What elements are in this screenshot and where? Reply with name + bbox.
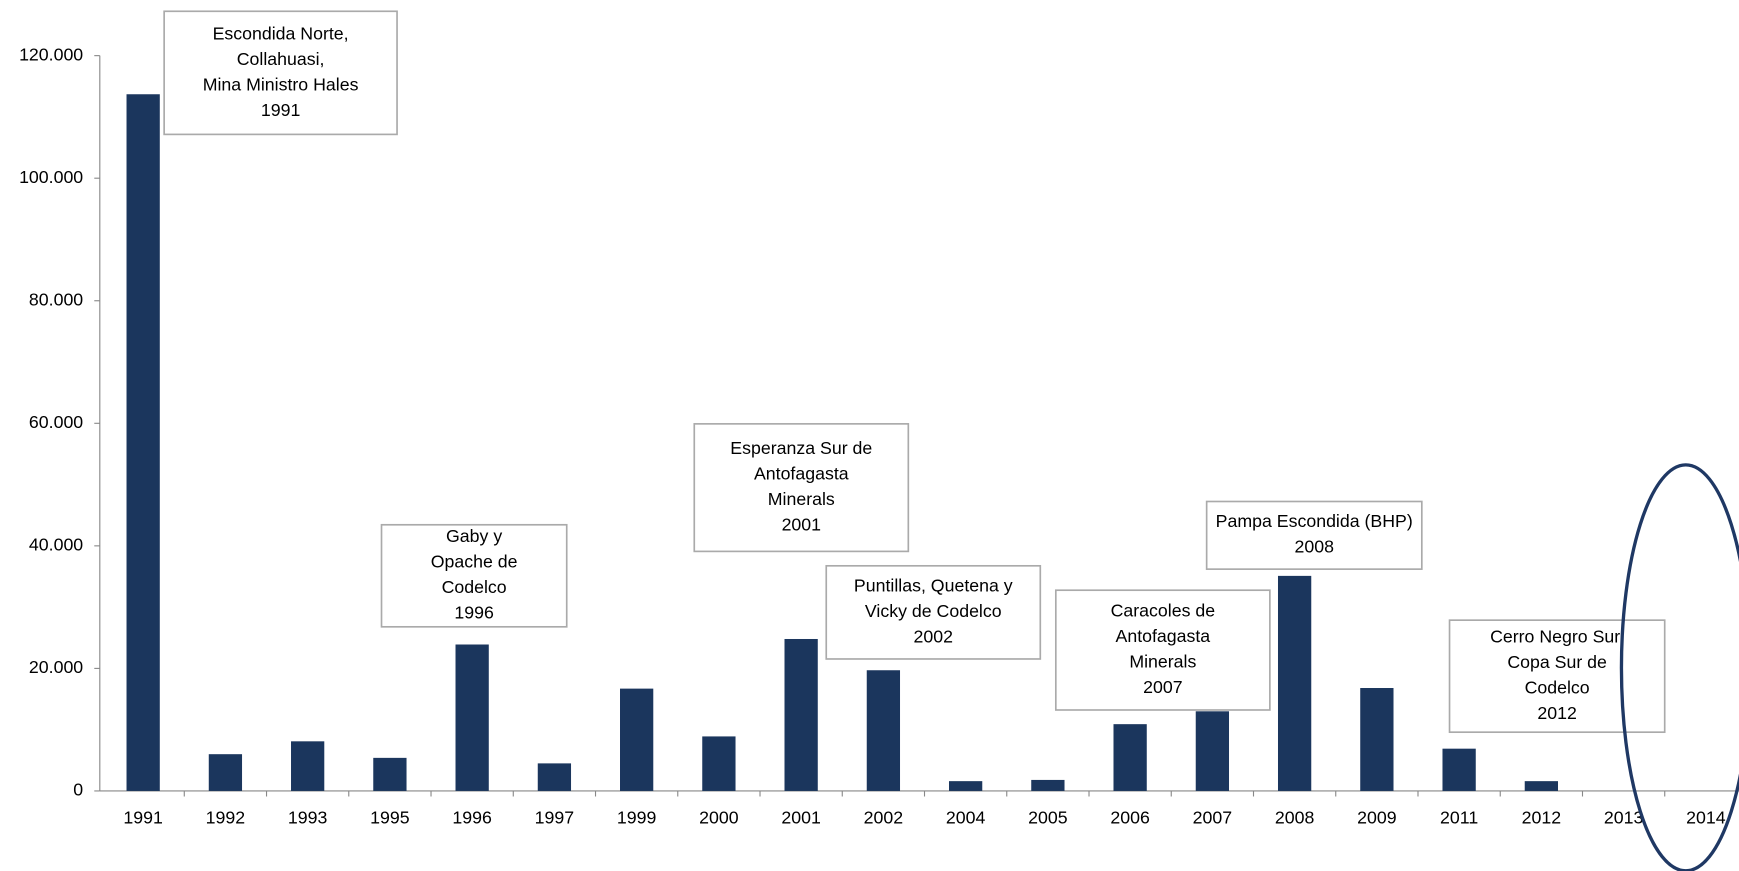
annotation-box [1054, 589, 1271, 711]
annotation-text: Minerals [1129, 652, 1196, 672]
x-tick-label: 1992 [206, 807, 245, 827]
annotation-box [1448, 619, 1666, 734]
annotation-text: Minerals [768, 489, 835, 509]
x-tick-label: 2007 [1193, 807, 1232, 827]
x-tick-label: 2012 [1522, 807, 1561, 827]
x-tick-label: 2013 [1604, 807, 1644, 827]
bar [1031, 779, 1065, 791]
y-tick-label: 60.000 [29, 412, 83, 432]
annotation-box [1205, 500, 1423, 570]
bar [948, 781, 983, 791]
bar [1113, 724, 1147, 791]
annotation-text: Mina Ministro Hales [203, 74, 359, 94]
bar [291, 741, 325, 791]
annotation-text: 1996 [454, 603, 494, 623]
bar [784, 638, 818, 791]
annotation-text: 1991 [261, 100, 300, 120]
x-tick-label: 1991 [123, 807, 162, 827]
annotation-text: 2001 [782, 515, 821, 535]
x-tick-label: 2014 [1686, 807, 1726, 827]
bar [1524, 781, 1559, 791]
bar [455, 644, 489, 791]
annotation-text: Puntillas, Quetena y [854, 576, 1013, 596]
y-tick-label: 40.000 [29, 535, 83, 555]
bar [1360, 688, 1394, 791]
annotation-text: Codelco [1525, 678, 1590, 698]
x-tick-label: 1996 [452, 807, 492, 827]
bar [702, 736, 736, 791]
y-tick-label: 80.000 [29, 289, 83, 309]
annotation-text: Caracoles de [1111, 601, 1216, 621]
x-tick-label: 1999 [617, 807, 657, 827]
annotation-text: Esperanza Sur de [730, 438, 872, 458]
annotation-text: Cerro Negro Sur, [1490, 627, 1624, 647]
y-tick-label: 120.000 [19, 44, 83, 64]
y-tick-label: 0 [73, 780, 83, 800]
x-tick-label: 2002 [864, 807, 903, 827]
annotation-text: Codelco [442, 577, 507, 597]
annotation-box [163, 10, 398, 136]
bar [1195, 711, 1230, 791]
x-tick-label: 2004 [946, 807, 986, 827]
annotation-text: Copa Sur de [1507, 652, 1607, 672]
annotation-box [825, 564, 1042, 660]
annotation-text: Opache de [431, 552, 518, 572]
annotation-box [693, 423, 910, 553]
annotation-text: Escondida Norte, [213, 23, 349, 43]
annotation-text: 2012 [1537, 703, 1576, 723]
x-tick-label: 1993 [288, 807, 328, 827]
x-tick-label: 2008 [1275, 807, 1315, 827]
bar [1442, 748, 1476, 791]
annotation-text: 2008 [1295, 537, 1335, 557]
annotation-text: Antofagasta [1116, 626, 1211, 646]
x-tick-label: 2000 [699, 807, 739, 827]
x-tick-label: 1997 [535, 807, 574, 827]
x-tick-label: 2005 [1028, 807, 1068, 827]
bar [537, 763, 572, 791]
bar [866, 670, 901, 791]
x-tick-label: 2011 [1440, 807, 1478, 827]
annotation-text: Antofagasta [754, 464, 849, 484]
bar [208, 754, 243, 791]
annotation-text: 2002 [914, 627, 953, 647]
annotation-text: Gaby y [446, 526, 502, 546]
annotation-text: Vicky de Codelco [865, 601, 1002, 621]
bar [620, 688, 654, 791]
bar [126, 94, 160, 791]
x-tick-label: 2006 [1110, 807, 1150, 827]
x-tick-label: 1995 [370, 807, 410, 827]
bar [1277, 575, 1312, 791]
annotation-box [380, 523, 568, 628]
annotation-text: Collahuasi, [237, 49, 325, 69]
x-tick-label: 2001 [781, 807, 820, 827]
x-tick-label: 2009 [1357, 807, 1397, 827]
y-tick-label: 20.000 [29, 657, 83, 677]
annotation-text: Pampa Escondida (BHP) [1216, 511, 1413, 531]
bar [373, 757, 407, 791]
y-tick-label: 100.000 [19, 167, 83, 187]
annotation-text: 2007 [1143, 677, 1182, 697]
